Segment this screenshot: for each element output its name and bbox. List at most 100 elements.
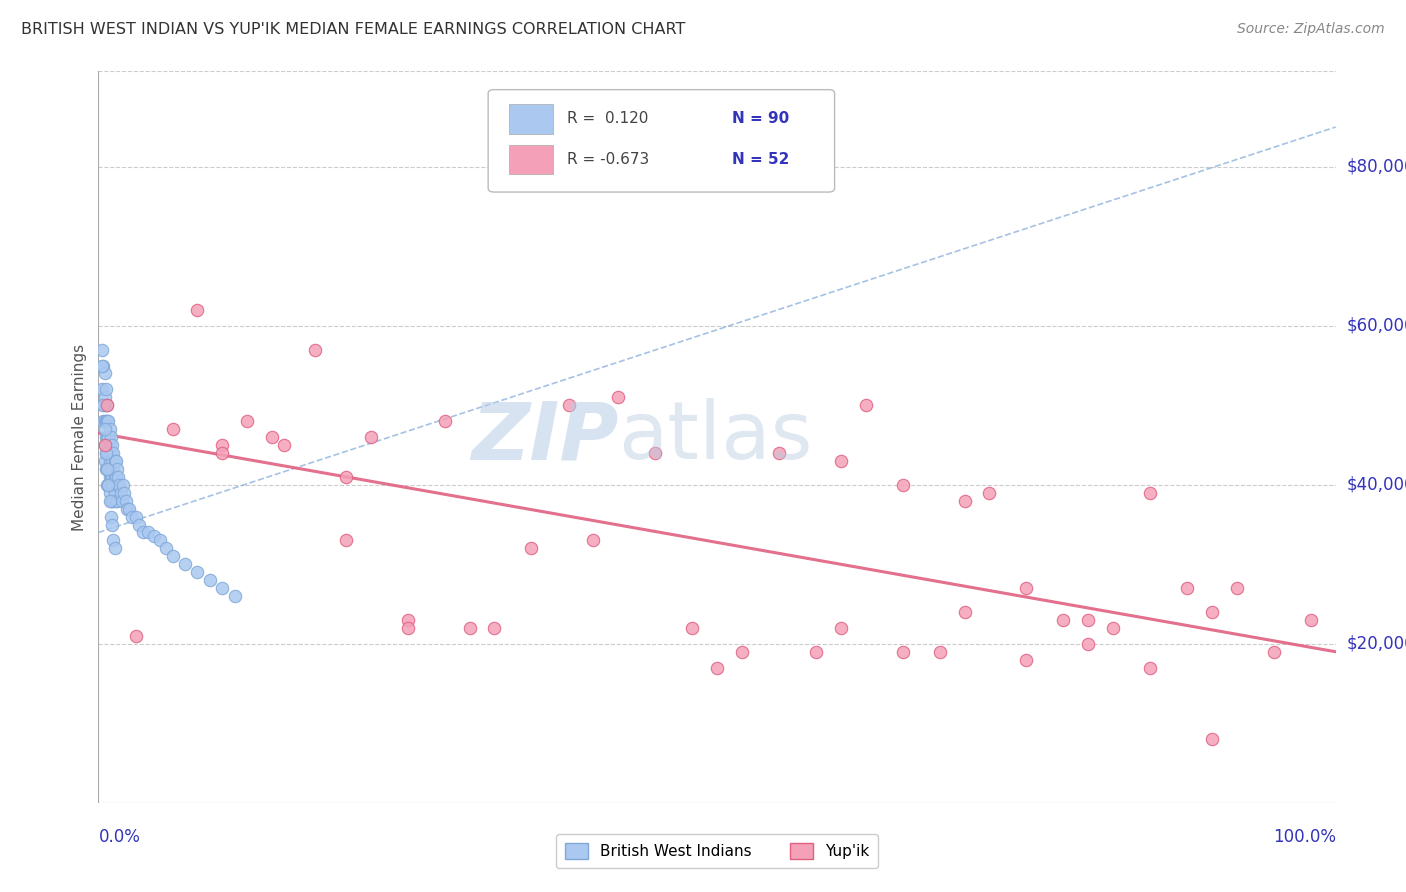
British West Indians <box>149 533 172 548</box>
British West Indians <box>101 517 124 532</box>
Yup'ik <box>186 302 208 317</box>
British West Indians <box>93 390 115 404</box>
Yup'ik <box>304 343 326 357</box>
Text: N = 90: N = 90 <box>733 112 789 127</box>
British West Indians <box>143 529 166 543</box>
Text: Source: ZipAtlas.com: Source: ZipAtlas.com <box>1237 22 1385 37</box>
British West Indians <box>107 470 129 484</box>
Text: $60,000: $60,000 <box>1347 317 1406 334</box>
British West Indians <box>98 438 121 452</box>
British West Indians <box>93 398 115 412</box>
Yup'ik <box>211 446 233 460</box>
British West Indians <box>93 414 115 428</box>
British West Indians <box>211 581 233 595</box>
British West Indians <box>91 343 114 357</box>
Yup'ik <box>953 493 976 508</box>
Yup'ik <box>1077 637 1099 651</box>
British West Indians <box>98 485 121 500</box>
Yup'ik <box>557 398 579 412</box>
British West Indians <box>93 438 115 452</box>
Yup'ik <box>1139 485 1161 500</box>
British West Indians <box>105 477 128 491</box>
British West Indians <box>128 517 150 532</box>
Yup'ik <box>1175 581 1198 595</box>
British West Indians <box>94 462 117 476</box>
British West Indians <box>93 422 115 436</box>
Yup'ik <box>731 645 754 659</box>
British West Indians <box>93 398 115 412</box>
British West Indians <box>105 493 128 508</box>
British West Indians <box>101 438 124 452</box>
Yup'ik <box>1263 645 1285 659</box>
Yup'ik <box>979 485 1001 500</box>
Legend: British West Indians, Yup'ik: British West Indians, Yup'ik <box>555 834 879 868</box>
British West Indians <box>111 493 134 508</box>
Yup'ik <box>162 422 184 436</box>
British West Indians <box>98 454 121 468</box>
Yup'ik <box>1015 653 1038 667</box>
Text: $80,000: $80,000 <box>1347 158 1406 176</box>
Text: R =  0.120: R = 0.120 <box>568 112 648 127</box>
Yup'ik <box>582 533 605 548</box>
British West Indians <box>104 493 127 508</box>
Yup'ik <box>1201 732 1223 747</box>
British West Indians <box>115 501 138 516</box>
British West Indians <box>112 485 135 500</box>
British West Indians <box>103 462 125 476</box>
British West Indians <box>94 383 117 397</box>
Yup'ik <box>96 398 118 412</box>
British West Indians <box>103 470 125 484</box>
British West Indians <box>98 470 121 484</box>
Yup'ik <box>891 645 914 659</box>
Yup'ik <box>396 613 419 627</box>
British West Indians <box>93 414 115 428</box>
Yup'ik <box>124 629 146 643</box>
British West Indians <box>100 509 122 524</box>
British West Indians <box>112 477 135 491</box>
Yup'ik <box>520 541 543 556</box>
British West Indians <box>94 398 117 412</box>
British West Indians <box>93 359 115 373</box>
Yup'ik <box>236 414 259 428</box>
FancyBboxPatch shape <box>509 145 553 174</box>
British West Indians <box>101 477 124 491</box>
Text: atlas: atlas <box>619 398 813 476</box>
British West Indians <box>101 493 124 508</box>
FancyBboxPatch shape <box>488 90 835 192</box>
British West Indians <box>100 493 122 508</box>
Yup'ik <box>433 414 456 428</box>
British West Indians <box>110 485 132 500</box>
British West Indians <box>96 398 118 412</box>
Yup'ik <box>1102 621 1125 635</box>
Yup'ik <box>804 645 827 659</box>
British West Indians <box>121 509 143 524</box>
Yup'ik <box>1201 605 1223 619</box>
British West Indians <box>97 430 120 444</box>
Yup'ik <box>855 398 877 412</box>
British West Indians <box>104 470 127 484</box>
Yup'ik <box>458 621 481 635</box>
Text: $20,000: $20,000 <box>1347 635 1406 653</box>
British West Indians <box>108 477 131 491</box>
Yup'ik <box>484 621 506 635</box>
British West Indians <box>91 359 114 373</box>
British West Indians <box>93 367 115 381</box>
British West Indians <box>174 558 197 572</box>
British West Indians <box>97 414 120 428</box>
British West Indians <box>94 446 117 460</box>
Yup'ik <box>1015 581 1038 595</box>
British West Indians <box>96 414 118 428</box>
British West Indians <box>103 541 125 556</box>
British West Indians <box>103 493 125 508</box>
British West Indians <box>155 541 177 556</box>
British West Indians <box>103 485 125 500</box>
Yup'ik <box>211 438 233 452</box>
Text: 100.0%: 100.0% <box>1272 828 1336 846</box>
British West Indians <box>96 462 118 476</box>
Yup'ik <box>607 390 630 404</box>
British West Indians <box>162 549 184 564</box>
British West Indians <box>114 493 136 508</box>
FancyBboxPatch shape <box>509 104 553 134</box>
British West Indians <box>198 573 221 587</box>
British West Indians <box>100 477 122 491</box>
